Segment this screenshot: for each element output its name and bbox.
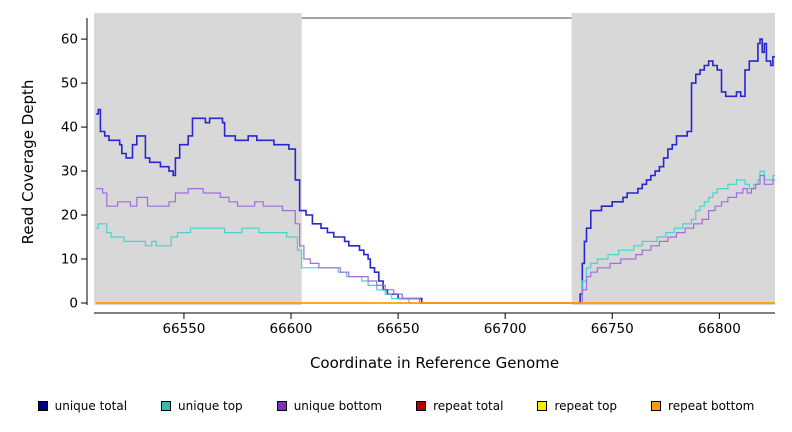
y-tick-label: 20 <box>61 208 78 224</box>
y-tick-label: 0 <box>69 296 78 312</box>
x-tick-label: 66550 <box>162 321 205 337</box>
legend-item-repeat-bottom: repeat bottom <box>651 399 754 413</box>
legend-swatch-unique-bottom <box>276 401 287 411</box>
legend-label-repeat-bottom: repeat bottom <box>668 399 755 413</box>
x-tick-label: 66650 <box>377 321 420 337</box>
legend-label-unique-total: unique total <box>54 399 128 413</box>
legend-label-repeat-total: repeat total <box>433 399 504 413</box>
y-tick-label: 30 <box>61 164 78 180</box>
legend-label-unique-bottom: unique bottom <box>293 399 383 413</box>
series-line-unique-bottom <box>96 174 775 304</box>
x-tick-label: 66750 <box>591 321 634 337</box>
y-tick-label: 60 <box>61 32 78 48</box>
legend-label-repeat-top: repeat top <box>554 399 618 413</box>
x-tick-label: 66700 <box>484 321 527 337</box>
x-axis-label: Coordinate in Reference Genome <box>309 354 560 372</box>
y-tick-label: 50 <box>61 76 78 92</box>
y-axis-label: Read Coverage Depth <box>19 79 37 245</box>
legend-item-unique-bottom: unique bottom <box>276 399 383 413</box>
series-line-unique-total <box>96 38 775 304</box>
legend-item-unique-total: unique total <box>37 399 128 413</box>
legend-swatch-repeat-total <box>416 401 427 411</box>
legend-swatch-unique-top <box>161 401 172 411</box>
legend-item-unique-top: unique top <box>161 399 243 413</box>
legend-swatch-repeat-top <box>537 401 548 411</box>
shaded-region-2 <box>571 13 775 305</box>
legend-item-repeat-top: repeat top <box>537 399 617 413</box>
x-tick-label: 66600 <box>270 321 313 337</box>
legend: unique total unique top unique bottom repea… <box>0 399 792 413</box>
x-tick-label: 66800 <box>698 321 741 337</box>
legend-swatch-repeat-bottom <box>651 401 662 411</box>
y-tick-label: 10 <box>61 252 78 268</box>
legend-item-repeat-total: repeat total <box>416 399 503 413</box>
legend-swatch-unique-total <box>37 401 48 411</box>
y-tick-label: 40 <box>61 120 78 136</box>
shaded-region-1 <box>94 13 302 305</box>
legend-label-unique-top: unique top <box>178 399 243 413</box>
